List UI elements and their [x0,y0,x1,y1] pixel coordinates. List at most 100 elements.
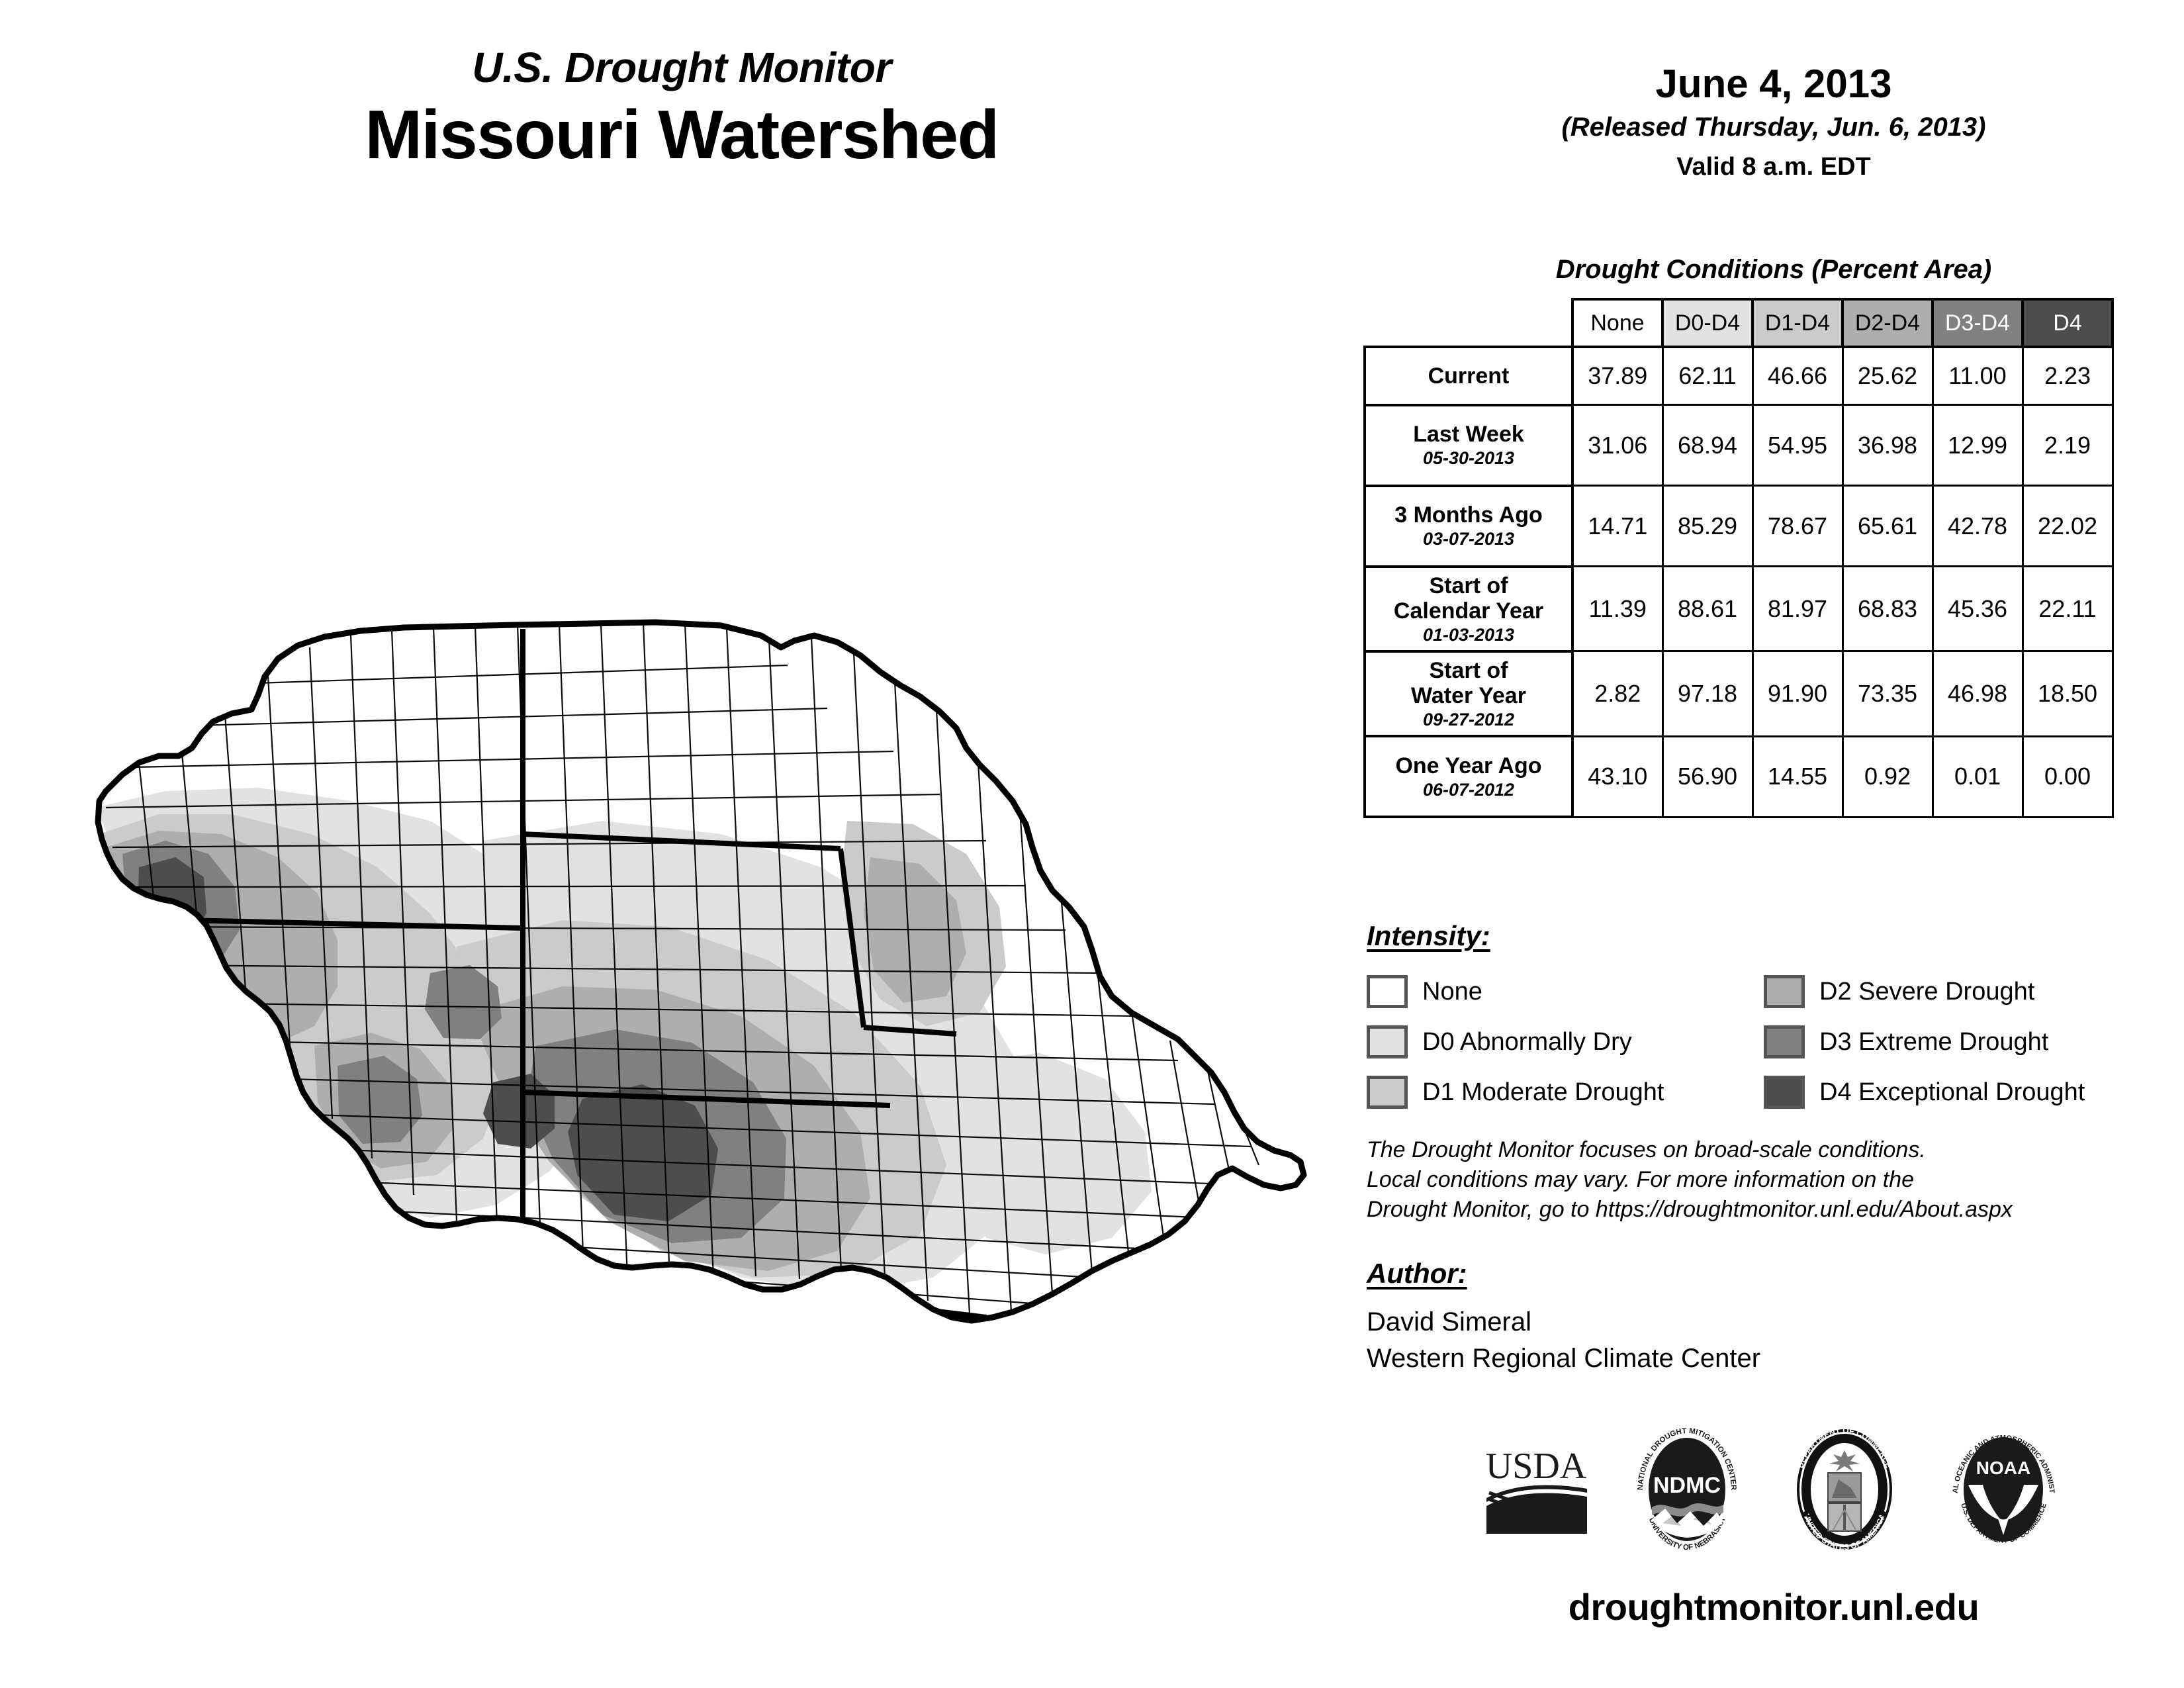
author-block: Author: David Simeral Western Regional C… [1367,1258,2181,1377]
drought-conditions-table: None D0-D4 D1-D4 D2-D4 D3-D4 D4 Current … [1363,298,2114,819]
doc-seal: DEPARTMENT OF COMMERCE UNITED STATES OF … [1782,1426,1907,1556]
cell-value: 14.71 [1571,485,1664,567]
row-label-text: One Year Ago [1395,753,1542,779]
cell-value: 12.99 [1931,404,2024,487]
swatch-d0-icon [1367,1025,1408,1058]
cell-value: 85.29 [1661,485,1754,567]
row-label-start-of-calendar-year: Start of Calendar Year 01-03-2013 [1363,565,1574,653]
row-label-date: 06-07-2012 [1422,780,1515,800]
row-label-date: 09-27-2012 [1422,710,1515,730]
d0-region [946,1053,1152,1254]
table-body: Current 37.89 62.11 46.66 25.62 11.00 2.… [1363,346,2114,819]
cell-value: 22.11 [2021,565,2114,653]
legend-label: D4 Exceptional Drought [1819,1078,2085,1106]
cell-value: 78.67 [1751,485,1844,567]
table-head: None D0-D4 D1-D4 D2-D4 D3-D4 D4 [1365,298,2114,348]
row-label-text: 3 Months Ago [1394,502,1543,528]
row-label-current: Current [1363,346,1574,406]
map-svg [95,619,1307,1324]
cell-value: 36.98 [1841,404,1934,487]
row-label-date: 05-30-2013 [1422,448,1515,469]
cell-value: 81.97 [1751,565,1844,653]
cell-value: 56.90 [1661,735,1754,818]
legend-item-d0: D0 Abnormally Dry [1367,1025,1764,1058]
cell-value: 68.94 [1661,404,1754,487]
column-header-d4: D4 [2021,298,2114,348]
legend-item-d2: D2 Severe Drought [1764,975,2174,1008]
cell-value: 0.92 [1841,735,1934,818]
valid-time: Valid 8 a.m. EDT [1676,153,1871,181]
row-label-text: Current [1428,363,1510,389]
table-row: Last Week 05-30-2013 31.06 68.94 54.95 3… [1363,403,2114,487]
row-label-text: Start of Calendar Year [1393,573,1544,624]
cell-value: 46.98 [1931,650,2024,737]
cell-value: 11.00 [1931,346,2024,406]
author-name: David Simeral [1367,1307,1531,1336]
legend-label: None [1422,977,1482,1006]
cell-value: 62.11 [1661,346,1754,406]
column-header-d3-d4: D3-D4 [1931,298,2024,348]
table-row: One Year Ago 06-07-2012 43.10 56.90 14.5… [1363,735,2114,819]
released-date: (Released Thursday, Jun. 6, 2013) [1561,113,1986,142]
column-header-none: None [1571,298,1664,348]
svg-text:USDA: USDA [1485,1446,1586,1487]
right-panel: June 4, 2013 (Released Thursday, Jun. 6,… [1363,0,2184,1688]
doc-seal-icon: DEPARTMENT OF COMMERCE UNITED STATES OF … [1796,1426,1893,1552]
cell-value: 54.95 [1751,404,1844,487]
row-label-3-months-ago: 3 Months Ago 03-07-2013 [1363,484,1574,568]
row-label-text: Start of Water Year [1411,657,1526,708]
legend-grid: None D2 Severe Drought D0 Abnormally Dry… [1367,966,2184,1117]
disclaimer-line-1: The Drought Monitor focuses on broad-sca… [1367,1137,1926,1162]
legend-label: D3 Extreme Drought [1819,1027,2049,1056]
legend-item-d3: D3 Extreme Drought [1764,1025,2174,1058]
cell-value: 2.82 [1571,650,1664,737]
noaa-logo-icon: NATIONAL OCEANIC AND ATMOSPHERIC ADMINIS… [1936,1421,2056,1545]
legend-label: D2 Severe Drought [1819,977,2035,1006]
cell-value: 2.19 [2021,404,2114,487]
cell-value: 46.66 [1751,346,1844,406]
product-name: U.S. Drought Monitor [472,44,891,91]
table-row: Start of Water Year 09-27-2012 2.82 97.18… [1363,649,2114,738]
noaa-logo: NATIONAL OCEANIC AND ATMOSPHERIC ADMINIS… [1936,1421,2068,1556]
table-header-row: None D0-D4 D1-D4 D2-D4 D3-D4 D4 [1365,298,2114,348]
usda-logo-icon: USDA [1484,1446,1587,1534]
legend-item-d4: D4 Exceptional Drought [1764,1076,2174,1109]
legend-label: D1 Moderate Drought [1422,1078,1664,1106]
legend-item-d1: D1 Moderate Drought [1367,1076,1764,1109]
logo-row: USDA NATIONAL DROUGHT MITIGATION CENTER [1363,1421,2184,1556]
cell-value: 42.78 [1931,485,2024,567]
intensity-legend: Intensity: None D2 Severe Drought D0 Abn… [1367,920,2184,1117]
svg-text:NDMC: NDMC [1653,1473,1721,1498]
table-caption: Drought Conditions (Percent Area) [1555,255,1992,284]
row-label-text: Last Week [1413,422,1524,447]
footer-url: droughtmonitor.unl.edu [1568,1586,1979,1628]
swatch-d2-icon [1764,975,1805,1008]
cell-value: 88.61 [1661,565,1754,653]
table-row: Current 37.89 62.11 46.66 25.62 11.00 2.… [1363,346,2114,406]
table-corner-cell [1365,299,1572,347]
cell-value: 65.61 [1841,485,1934,567]
date-block: June 4, 2013 (Released Thursday, Jun. 6,… [1363,63,2184,183]
swatch-d4-icon [1764,1076,1805,1109]
row-label-start-of-water-year: Start of Water Year 09-27-2012 [1363,649,1574,738]
cell-value: 25.62 [1841,346,1934,406]
cell-value: 45.36 [1931,565,2024,653]
cell-value: 14.55 [1751,735,1844,818]
cell-value: 43.10 [1571,735,1664,818]
swatch-d1-icon [1367,1076,1408,1109]
swatch-d3-icon [1764,1025,1805,1058]
ndmc-logo-icon: NATIONAL DROUGHT MITIGATION CENTER UNIVE… [1636,1427,1737,1552]
usda-logo: USDA [1480,1440,1592,1542]
page-title: Missouri Watershed [365,97,999,173]
cell-value: 97.18 [1661,650,1754,737]
cell-value: 22.02 [2021,485,2114,567]
cell-value: 0.00 [2021,735,2114,818]
left-panel: U.S. Drought Monitor Missouri Watershed [95,44,1307,1324]
cell-value: 11.39 [1571,565,1664,653]
watershed-outline [95,619,1307,1324]
cell-value: 0.01 [1931,735,2024,818]
row-label-date: 03-07-2013 [1422,529,1515,549]
column-header-d1-d4: D1-D4 [1751,298,1844,348]
disclaimer-line-3: Drought Monitor, go to https://droughtmo… [1367,1196,2013,1222]
row-label-one-year-ago: One Year Ago 06-07-2012 [1363,735,1574,819]
